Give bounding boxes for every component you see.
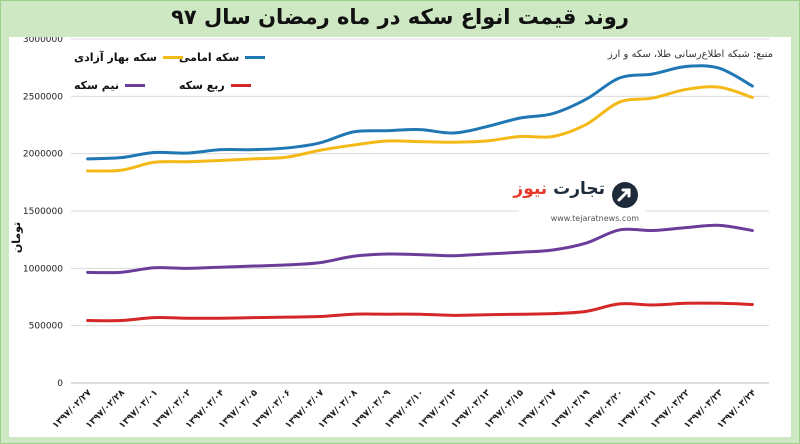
y-tick-label: 1000000 xyxy=(23,264,63,274)
y-tick-label: 1500000 xyxy=(23,207,63,217)
watermark-name: تجارت نیوز xyxy=(513,179,605,199)
legend-label: ربع سکه xyxy=(179,79,225,92)
plot-panel: 0 500000 1000000 1500000 2000000 2500000 30000… xyxy=(9,37,791,437)
legend-label: سکه امامی xyxy=(179,51,240,64)
tejaratnews-logo xyxy=(612,182,638,208)
legend-label: سکه بهار آزادی xyxy=(74,51,157,64)
legend-item-emami: سکه امامی xyxy=(179,51,266,64)
legend-swatch xyxy=(245,56,266,59)
y-tick-label: 2500000 xyxy=(23,92,63,102)
source-note: منبع: شبکه اطلاع‌رسانی طلا، سکه و ارز xyxy=(607,49,773,60)
y-tick-label: 3000000 xyxy=(23,37,63,45)
y-tick-label: 500000 xyxy=(29,322,64,332)
series-line-rob xyxy=(86,301,754,323)
legend-item-bahar-azadi: سکه بهار آزادی xyxy=(74,51,183,64)
legend-swatch xyxy=(124,84,145,87)
legend-swatch xyxy=(163,56,183,59)
y-axis-label: تومان xyxy=(10,221,24,254)
watermark-url: www.tejaratnews.com xyxy=(550,214,639,223)
y-tick-label: 2000000 xyxy=(23,150,63,160)
series-line-nim xyxy=(86,223,754,275)
watermark-name-part1: تجارت xyxy=(553,179,605,199)
line-chart: 0 500000 1000000 1500000 2000000 2500000 30000… xyxy=(23,37,769,431)
watermark: تجارت نیوز www.tejaratnews.com xyxy=(513,177,645,227)
legend-swatch xyxy=(230,84,251,87)
chart-title: روند قیمت انواع سکه در ماه رمضان سال ۹۷ xyxy=(171,5,629,29)
legend-label: نیم سکه xyxy=(74,79,119,92)
legend-item-rob: ربع سکه xyxy=(179,79,251,92)
y-tick-label: 0 xyxy=(57,379,63,389)
watermark-name-part2: نیوز xyxy=(513,179,548,199)
legend-item-nim: نیم سکه xyxy=(74,79,145,92)
